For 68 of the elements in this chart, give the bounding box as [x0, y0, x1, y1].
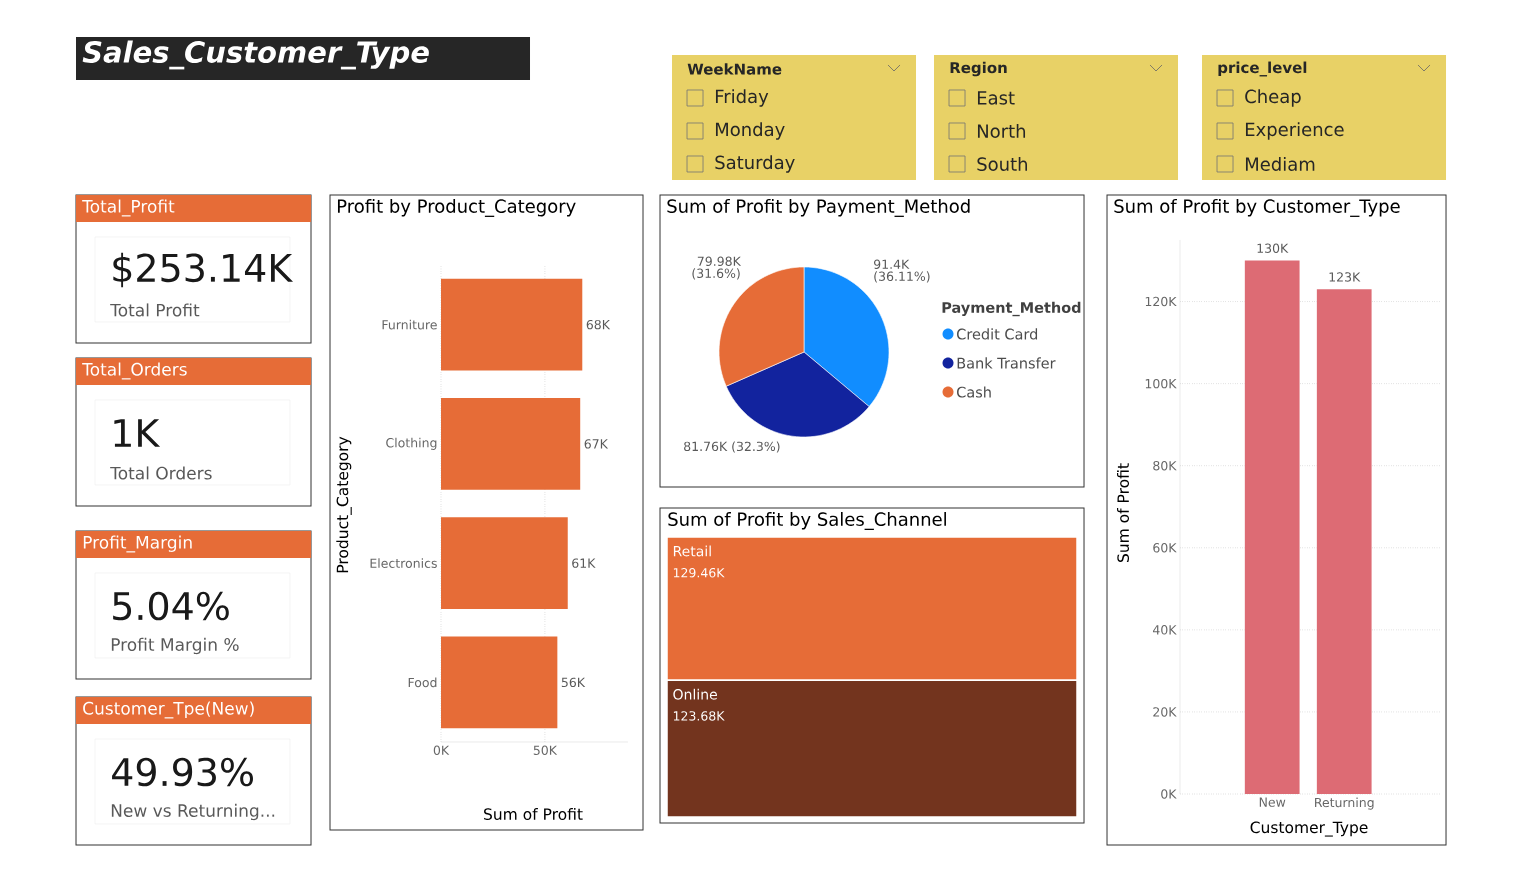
- bar: [441, 636, 558, 729]
- x-tick-label: Returning: [1315, 797, 1374, 810]
- text: Profit Margin %: [111, 637, 239, 655]
- data-label: 129.46K: [673, 567, 725, 578]
- legend-label: Credit Card: [957, 328, 1038, 340]
- data-label: 123K: [1329, 272, 1361, 282]
- text: Sales_Customer_Type: [82, 40, 429, 70]
- category-label: Monday: [715, 122, 785, 140]
- text: $253.14K: [113, 252, 294, 288]
- category-label: North: [977, 124, 1026, 138]
- data-label: 56K: [561, 677, 586, 688]
- y-tick-label: 20K: [1153, 707, 1177, 717]
- y-tick-label: 60K: [1153, 543, 1177, 553]
- x-axis-title: Customer_Type: [1250, 821, 1368, 837]
- category-label: Mediam: [1245, 157, 1315, 171]
- chart-title: Sum of Profit by Payment_Method: [667, 199, 970, 217]
- y-axis-title: Sum of Profit: [1117, 463, 1130, 562]
- data-label: 91.4K (36.11%): [874, 259, 930, 283]
- category-label: Saturday: [715, 155, 795, 173]
- category-label: East: [977, 91, 1015, 105]
- data-label: 68K: [586, 319, 611, 330]
- text: 49.93%: [112, 757, 253, 787]
- text: 1K: [114, 419, 161, 447]
- category-label: Online: [673, 688, 717, 700]
- y-axis-title: Product_Category: [336, 436, 352, 573]
- y-tick-label: Furniture: [382, 319, 437, 330]
- y-tick-label: Electronics: [370, 558, 437, 568]
- text: price_level: [1218, 61, 1307, 77]
- y-tick-label: 0K: [1161, 789, 1177, 799]
- x-tick-label: 50K: [533, 745, 558, 755]
- y-tick-label: Clothing: [386, 437, 437, 450]
- bar: [441, 397, 581, 490]
- data-label: 79.98K (31.6%): [692, 256, 742, 280]
- category-label: Cheap: [1245, 89, 1301, 107]
- category-label: Experience: [1245, 122, 1344, 140]
- category-label: South: [977, 157, 1027, 171]
- x-tick-label: New: [1259, 797, 1286, 807]
- y-tick-label: 40K: [1152, 625, 1177, 635]
- bar: [441, 517, 568, 610]
- y-tick-label: 100K: [1145, 378, 1177, 389]
- legend-label: Cash: [957, 386, 991, 398]
- text: 5.04%: [113, 591, 229, 621]
- x-axis-title: Sum of Profit: [484, 807, 583, 820]
- chart-title: Sum of Profit by Customer_Type: [1114, 199, 1400, 217]
- y-tick-label: 80K: [1153, 460, 1177, 471]
- text: Customer_Tpe(New): [83, 701, 254, 719]
- text: Total Orders: [110, 466, 212, 480]
- text: Region: [950, 61, 1007, 77]
- text: WeekName: [687, 63, 782, 75]
- text: Total_Orders: [82, 362, 187, 380]
- legend-title: Payment_Method: [942, 301, 1081, 317]
- data-label: 130K: [1257, 243, 1289, 253]
- text: Sum of Profit by Sales_Channel: [668, 512, 946, 530]
- text: Total_Profit: [82, 199, 175, 217]
- y-tick-label: 120K: [1145, 296, 1177, 307]
- category-label: Retail: [673, 545, 711, 557]
- text: Total Profit: [110, 303, 200, 317]
- text: New vs Returning...: [111, 803, 275, 821]
- data-label: 123.68K: [673, 711, 725, 721]
- text: Profit_Margin: [83, 535, 192, 553]
- data-label: 61K: [572, 558, 596, 568]
- legend-label: Bank Transfer: [957, 357, 1056, 369]
- data-label: 67K: [584, 439, 609, 449]
- category-label: Friday: [715, 89, 769, 107]
- chart-title: Profit by Product_Category: [337, 199, 576, 217]
- bar: [441, 278, 583, 371]
- data-label: 81.76K (32.3%): [684, 441, 780, 453]
- y-tick-label: Food: [408, 677, 437, 688]
